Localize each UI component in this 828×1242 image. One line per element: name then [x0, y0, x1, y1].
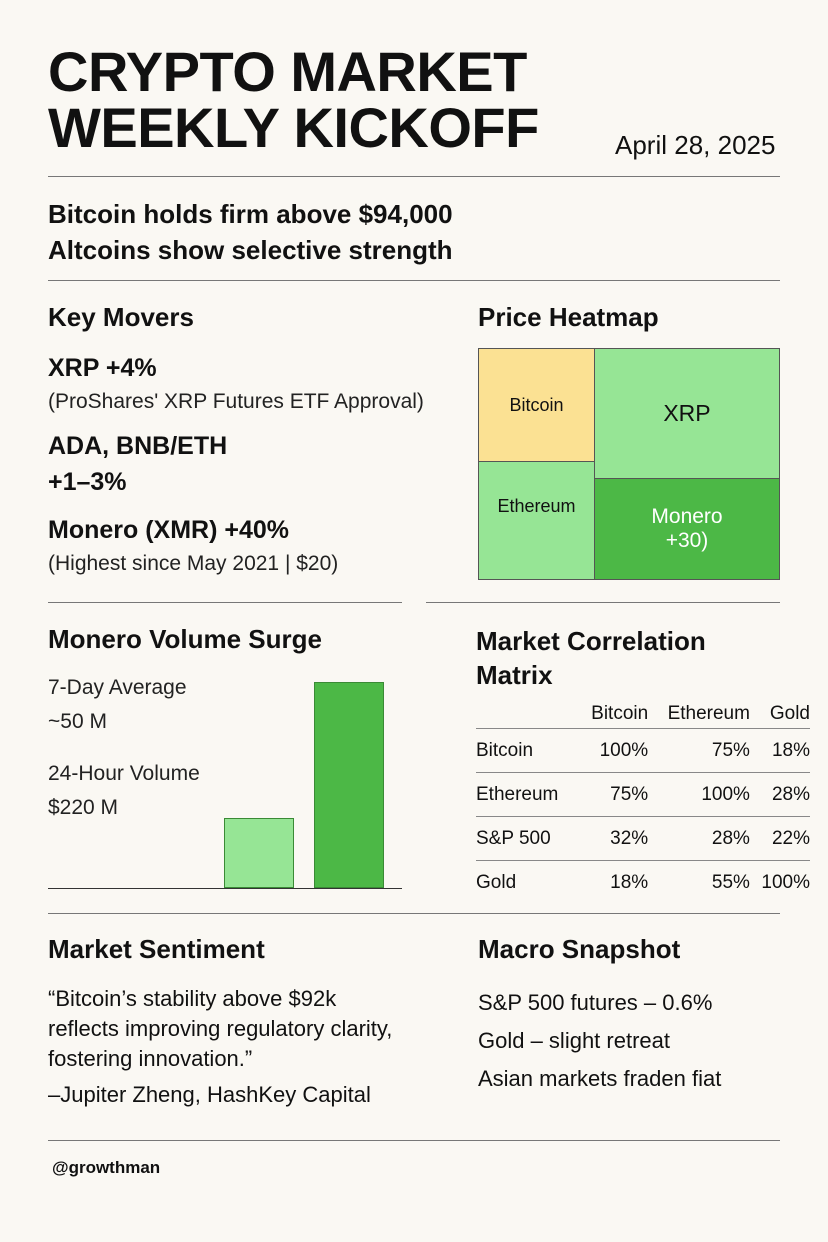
- divider: [48, 280, 780, 281]
- table-cell: 18%: [577, 860, 649, 904]
- footer-handle: @growthman: [52, 1158, 161, 1177]
- column-header: Ethereum: [667, 703, 750, 724]
- macro-heading: Macro Snapshot: [478, 934, 681, 964]
- table-cell: 32%: [577, 816, 649, 861]
- heading-line: Matrix: [476, 660, 553, 690]
- divider: [48, 602, 402, 603]
- sentiment-heading: Market Sentiment: [48, 934, 265, 964]
- quote-line: “Bitcoin’s stability above $92k: [48, 986, 337, 1011]
- row-label: Gold: [476, 860, 578, 904]
- bar-1: [314, 682, 384, 888]
- table-cell: 100%: [577, 728, 649, 773]
- subtitle-line: Bitcoin holds firm above $94,000: [48, 199, 453, 229]
- volume-chart: [48, 660, 402, 889]
- row-label: Bitcoin: [476, 728, 578, 773]
- quote-author: –Jupiter Zheng, HashKey Capital: [48, 1082, 371, 1107]
- macro-item: Gold – slight retreat: [478, 1028, 670, 1053]
- table-cell: 75%: [577, 772, 649, 817]
- table-cell: 28%: [648, 816, 750, 861]
- avg-value: ~50 M: [48, 710, 107, 733]
- table-row: Gold 18% 55% 100%: [476, 860, 810, 904]
- cell-label: Bitcoin: [509, 394, 564, 415]
- title-line: CRYPTO MARKET: [48, 40, 527, 103]
- correlation-heading: Market Correlation Matrix: [476, 624, 706, 692]
- heatmap-cell-ethereum: Ethereum: [478, 461, 595, 580]
- subtitle: Bitcoin holds firm above $94,000 Altcoins…: [48, 196, 453, 268]
- title-line: WEEKLY KICKOFF: [48, 96, 539, 159]
- table-cell: 28%: [749, 772, 810, 817]
- heatmap-heading: Price Heatmap: [478, 302, 659, 332]
- day-label: 24-Hour Volume: [48, 762, 200, 785]
- page-title: CRYPTO MARKET WEEKLY KICKOFF: [48, 44, 539, 156]
- divider: [48, 176, 780, 177]
- cell-label: +30): [665, 529, 709, 552]
- macro-item: Asian markets fraden fiat: [478, 1066, 722, 1091]
- key-movers-heading: Key Movers: [48, 302, 194, 332]
- mover-title: XRP +4%: [48, 354, 157, 382]
- heatmap-cell-monero: Monero +30): [594, 478, 780, 580]
- quote-line: fostering innovation.”: [48, 1046, 253, 1071]
- divider: [426, 602, 780, 603]
- mover-title: ADA, BNB/ETH: [48, 432, 228, 460]
- heatmap: Bitcoin XRP Ethereum Monero +30): [478, 348, 780, 580]
- table-cell: 75%: [648, 728, 750, 773]
- cell-label: Ethereum: [497, 496, 576, 516]
- mover-title: Monero (XMR) +40%: [48, 516, 290, 544]
- date: April 28, 2025: [615, 130, 776, 160]
- mover-note: (Highest since May 2021 | $20): [48, 552, 339, 575]
- table-header: Bitcoin Ethereum Gold: [476, 700, 810, 729]
- day-value: $220 M: [48, 796, 119, 819]
- heading-line: Market Correlation: [476, 626, 706, 656]
- avg-label: 7-Day Average: [48, 676, 187, 699]
- mover-note: (ProShares' XRP Futures ETF Approval): [48, 390, 424, 413]
- table-row: S&P 500 32% 28% 22%: [476, 816, 810, 861]
- corner: [476, 700, 578, 729]
- quote: “Bitcoin’s stability above $92k reflects…: [48, 984, 392, 1110]
- heatmap-cell-xrp: XRP: [594, 348, 780, 479]
- subtitle-line: Altcoins show selective strength: [48, 235, 453, 265]
- cell-label: XRP: [663, 400, 711, 426]
- column-header: Bitcoin: [591, 703, 649, 724]
- mover-title: +1–3%: [48, 468, 127, 496]
- table-cell: 55%: [648, 860, 750, 904]
- quote-line: reflects improving regulatory clarity,: [48, 1016, 393, 1041]
- table-cell: 100%: [648, 772, 750, 817]
- macro-item: S&P 500 futures – 0.6%: [478, 990, 713, 1015]
- row-label: Ethereum: [476, 772, 578, 817]
- table-cell: 18%: [749, 728, 810, 773]
- divider: [48, 1140, 780, 1141]
- heatmap-cell-bitcoin: Bitcoin: [478, 348, 595, 462]
- divider: [48, 913, 780, 914]
- cell-label: Monero: [651, 505, 723, 528]
- bar-0: [224, 818, 294, 888]
- table-cell: 100%: [749, 860, 810, 904]
- volume-heading: Monero Volume Surge: [48, 624, 322, 654]
- macro-list: S&P 500 futures – 0.6% Gold – slight ret…: [478, 984, 721, 1098]
- correlation-table: Bitcoin Ethereum Gold Bitcoin 100% 75% 18% Eth…: [476, 700, 810, 904]
- table-row: Bitcoin 100% 75% 18%: [476, 728, 810, 773]
- column-header: Gold: [769, 703, 810, 724]
- table-cell: 22%: [749, 816, 810, 861]
- table-row: Ethereum 75% 100% 28%: [476, 772, 810, 817]
- row-label: S&P 500: [476, 816, 578, 861]
